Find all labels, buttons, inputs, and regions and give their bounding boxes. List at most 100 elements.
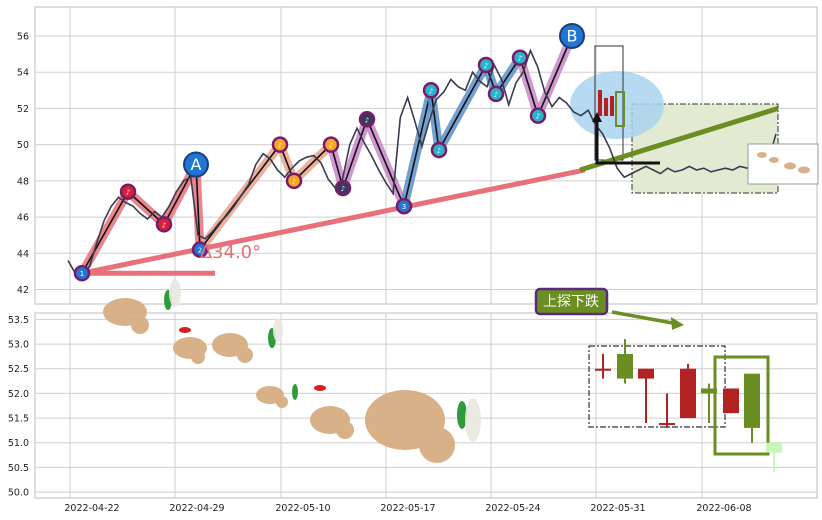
badge-label: ♪: [365, 116, 369, 124]
badge-circle: [155, 216, 173, 233]
dogs-image: [103, 279, 481, 463]
badge-circle: [358, 111, 376, 128]
candle-body: [723, 388, 739, 414]
wave-connector: [81, 191, 129, 274]
y-tick-label: 53.0: [8, 340, 29, 351]
inset-frame: [747, 143, 819, 185]
wave-badges: 1 ♪ ♪ A 2 ♪ ♪ ♪ ♪ ♪ 3 ♪ ♪ ♪ ♪ ♪ ♪ B: [73, 22, 585, 282]
wave-point-badge: 1: [73, 264, 91, 282]
wave-point-badge: ♪: [430, 141, 448, 159]
badge-circle: [322, 136, 340, 153]
badge-label: ♪: [292, 178, 296, 186]
candle-dashed-box: [588, 345, 726, 428]
annotation-box: [534, 287, 609, 316]
wave-connector: [537, 35, 573, 116]
y-tick-label: 54: [17, 68, 29, 79]
y-tick-label: 52.0: [8, 389, 29, 400]
badge-circle: [183, 151, 209, 178]
y-tick-label: 52: [17, 104, 29, 115]
arrow-line: [595, 118, 660, 165]
lower-panel: 50.0 50.5 51.0 51.5 52.0 52.5 53.0 53.5 上探下跌: [8, 279, 818, 514]
mini-candle: [610, 96, 614, 116]
badge-circle: [487, 85, 505, 103]
badge-circle: [559, 22, 585, 49]
wave-connector: [366, 118, 405, 207]
candlesticks: [595, 339, 782, 473]
badge-label: A: [191, 155, 202, 174]
badge-label: ♪: [429, 87, 433, 95]
annotation-arrow: [611, 310, 679, 326]
badge-label: ♪: [278, 142, 282, 150]
wave-point-badge: ♪: [334, 179, 352, 197]
candle-body: [659, 423, 675, 426]
wave-connector: [519, 57, 539, 116]
badge-circle: [477, 56, 495, 74]
x-tick-label: 2022-05-24: [485, 503, 540, 514]
candle-body: [595, 368, 611, 371]
wave-point-badge: 3: [395, 197, 413, 215]
x-tick-label: 2022-05-10: [275, 503, 330, 514]
thumbnail-inset: [747, 143, 819, 185]
mini-candles-upper: [598, 90, 625, 127]
y-tick-label: 42: [17, 285, 29, 296]
wave-connector: [342, 119, 368, 189]
badge-label: ♪: [329, 142, 333, 150]
arrow-head: [592, 112, 602, 122]
badge-circle: [395, 197, 413, 215]
wave-connector: [430, 90, 440, 151]
lower-y-axis: 50.0 50.5 51.0 51.5 52.0 52.5 53.0 53.5: [8, 315, 29, 499]
candle-body: [701, 388, 717, 394]
candle-body: [638, 368, 654, 379]
candle-body: [617, 353, 633, 379]
x-tick-label: 2022-05-31: [590, 503, 645, 514]
trend-line-green: [579, 106, 779, 173]
badge-label: 2: [198, 247, 202, 255]
x-tick-label: 2022-05-17: [380, 503, 435, 514]
wave-connector: [403, 90, 432, 207]
badge-circle: [430, 141, 448, 159]
badge-label: B: [567, 26, 578, 45]
badge-label: ♪: [341, 185, 345, 193]
wave-point-badge: ♪: [358, 111, 376, 128]
mini-candle: [604, 98, 608, 116]
price-series: [67, 48, 777, 276]
wave-point-badge: A: [183, 151, 209, 178]
candle-body: [744, 373, 760, 428]
mini-candle-box: [615, 91, 625, 127]
x-tick-label: 2022-04-29: [169, 503, 224, 514]
badge-label: ♪: [536, 113, 540, 121]
wave-point-badge: ♪: [155, 216, 173, 233]
wave-connector: [293, 144, 332, 182]
y-tick-label: 50: [17, 140, 29, 151]
badge-circle: [119, 183, 137, 200]
y-tick-label: 51.5: [8, 414, 29, 425]
candle-body: [766, 442, 782, 453]
badge-circle: [422, 82, 440, 99]
candle-body: [680, 368, 696, 419]
lower-x-axis: 2022-04-22 2022-04-29 2022-05-10 2022-05-17…: [64, 503, 751, 514]
trend-lines: [81, 106, 779, 276]
y-tick-label: 50.0: [8, 488, 29, 499]
mini-candle: [598, 90, 602, 116]
wave-point-badge: ♪: [477, 56, 495, 74]
wave-point-badge: ♪: [422, 82, 440, 99]
y-tick-label: 52.5: [8, 364, 29, 375]
badge-label: ♪: [484, 62, 488, 70]
y-tick-label: 51.0: [8, 438, 29, 449]
badge-label: 1: [80, 270, 84, 278]
wave-bands: [77, 31, 577, 278]
wave-point-badge: ♪: [322, 136, 340, 153]
wave-point-badge: 2: [191, 241, 209, 258]
wave-point-badge: ♪: [529, 107, 547, 124]
badge-circle: [271, 136, 289, 153]
badge-label: ♪: [437, 147, 441, 155]
price-line: [67, 48, 777, 276]
inset-dogs-image: [757, 152, 810, 174]
badge-circle: [511, 49, 529, 66]
badge-label: ♪: [494, 91, 498, 99]
y-tick-label: 44: [17, 249, 29, 260]
badge-circle: [191, 241, 209, 258]
badge-circle: [529, 107, 547, 124]
x-tick-label: 2022-04-22: [64, 503, 119, 514]
trend-line-red: [81, 167, 586, 276]
